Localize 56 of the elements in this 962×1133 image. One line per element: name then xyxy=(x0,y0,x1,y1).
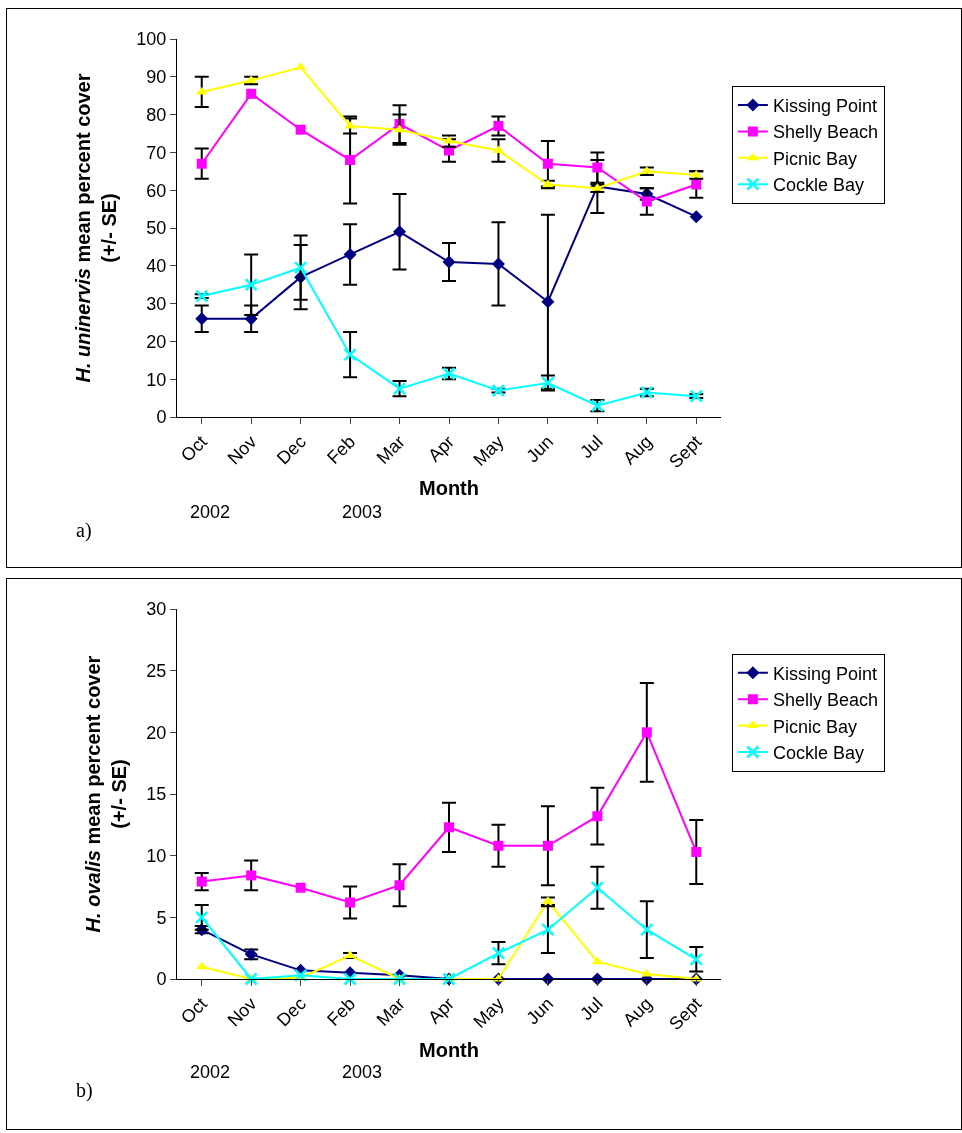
x-tick-label: Aug xyxy=(619,431,657,469)
x-tick-label: Jul xyxy=(576,431,607,463)
legend-label: Cockle Bay xyxy=(772,175,864,196)
y-axis-title: H. ovalis mean percent cover (+/- SE) xyxy=(81,655,130,933)
y-tick-label: 90 xyxy=(146,67,167,88)
x-tick-label: Feb xyxy=(323,431,360,468)
x-tick-label: Jul xyxy=(576,993,607,1025)
legend-label: Kissing Point xyxy=(772,663,877,684)
y-tick-label: 0 xyxy=(156,407,167,428)
y-tick-label: 20 xyxy=(146,331,167,352)
x-tick-label: Jun xyxy=(522,431,558,467)
y-tick-label: 10 xyxy=(146,845,167,866)
x-axis-title: Month xyxy=(419,1039,479,1062)
y-tick-label: 40 xyxy=(146,256,167,277)
x-tick-label: Nov xyxy=(223,431,261,469)
y-axis-title: H. uninervis mean percent cover (+/- SE) xyxy=(71,73,120,383)
y-tick-label: 70 xyxy=(146,142,167,163)
x-tick-label: Jun xyxy=(522,993,558,1029)
y-tick-label: 100 xyxy=(136,29,167,50)
x-axis-title: Month xyxy=(419,477,479,500)
legend-label: Shelly Beach xyxy=(772,122,878,143)
y-tick-label: 30 xyxy=(146,599,167,620)
legend-label: Shelly Beach xyxy=(772,690,878,711)
x-tick-label: Oct xyxy=(176,993,211,1028)
x-tick-label: Dec xyxy=(273,993,310,1031)
x-tick-label: May xyxy=(469,993,508,1032)
text: 2002 xyxy=(190,502,231,522)
x-tick-label: Aug xyxy=(619,993,657,1031)
y-tick-label: 0 xyxy=(156,969,167,990)
x-tick-label: Apr xyxy=(424,993,459,1028)
text: a) xyxy=(76,519,92,542)
y-tick-label: 80 xyxy=(146,104,167,125)
x-tick-label: Dec xyxy=(273,431,310,469)
y-tick-label: 60 xyxy=(146,180,167,201)
legend-label: Cockle Bay xyxy=(772,743,864,764)
y-tick-label: 30 xyxy=(146,293,167,314)
text: 2003 xyxy=(342,502,383,522)
legend-label: Kissing Point xyxy=(772,96,877,117)
x-tick-label: May xyxy=(469,431,508,470)
x-tick-label: Mar xyxy=(372,993,409,1030)
text: b) xyxy=(76,1079,93,1102)
y-tick-label: 15 xyxy=(146,784,167,805)
y-tick-label: 20 xyxy=(146,722,167,743)
x-tick-label: Mar xyxy=(372,431,409,468)
y-tick-label: 50 xyxy=(146,218,167,239)
x-tick-label: Nov xyxy=(223,993,261,1031)
legend-label: Picnic Bay xyxy=(772,716,857,737)
x-tick-label: Oct xyxy=(176,431,211,466)
x-tick-label: Feb xyxy=(323,993,360,1030)
y-tick-label: 25 xyxy=(146,660,167,681)
legend-label: Picnic Bay xyxy=(772,148,857,169)
text: 2002 xyxy=(190,1062,231,1082)
x-tick-label: Apr xyxy=(424,431,459,466)
text: 2003 xyxy=(342,1062,383,1082)
y-tick-label: 10 xyxy=(146,369,167,390)
y-tick-label: 5 xyxy=(156,907,167,928)
